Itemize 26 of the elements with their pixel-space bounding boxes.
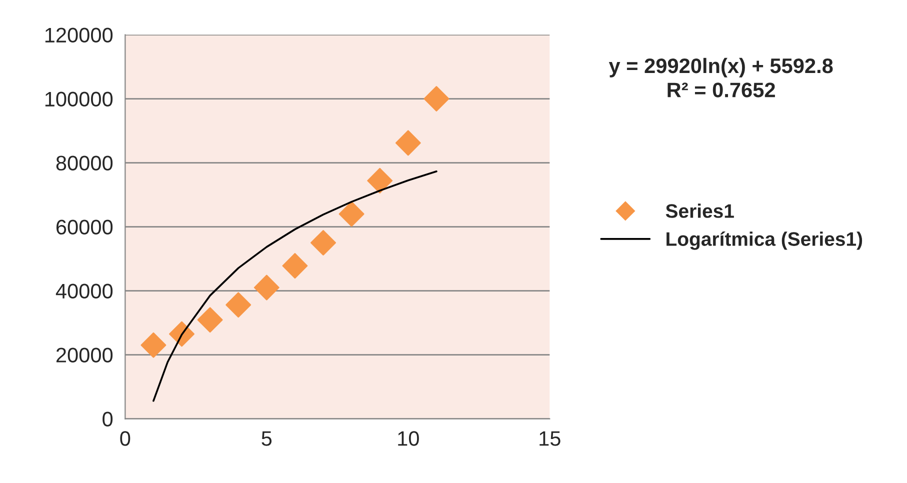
point: [424, 86, 450, 112]
point: [310, 230, 336, 256]
y-tick-label: 20000: [56, 348, 113, 363]
x-tick-label: 10: [398, 431, 419, 446]
y-tick-label: 120000: [45, 28, 113, 43]
legend-label: Logarítmica (Series1): [666, 232, 862, 250]
x-tick-label: 5: [262, 431, 272, 446]
point: [282, 253, 308, 279]
x-tick-label: 0: [120, 431, 130, 446]
text: R² = 0.7652: [668, 82, 775, 98]
point: [197, 307, 223, 333]
x-tick-label: 15: [540, 431, 560, 446]
y-tick-label: 0: [102, 412, 113, 427]
y-tick-label: 40000: [56, 284, 113, 299]
y-tick-label: 80000: [56, 156, 113, 171]
point: [226, 292, 252, 318]
text: y = 29920ln(x) + 5592.8: [608, 58, 833, 78]
point: [254, 274, 280, 300]
point: [140, 332, 166, 358]
line-series: [152, 170, 438, 402]
point: [338, 201, 364, 227]
legend-label: Series1: [666, 204, 734, 218]
point: [395, 130, 421, 156]
y-tick-label: 60000: [56, 220, 113, 235]
point: [367, 168, 393, 194]
y-tick-label: 100000: [45, 92, 113, 107]
